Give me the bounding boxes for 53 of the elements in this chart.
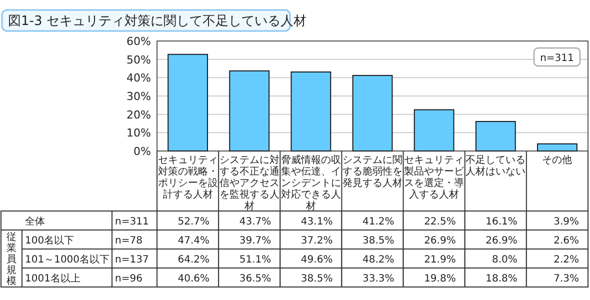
- data-label: 19.8%: [424, 274, 456, 284]
- data-label: 8.0%: [492, 254, 518, 266]
- y-tick-label: 全体: [25, 216, 45, 228]
- y2-tick-label: n=78: [115, 236, 142, 246]
- data-label: 16.1%: [486, 216, 518, 228]
- y-tick-label: 100名以下: [25, 234, 74, 246]
- y-tick-label: 50%: [126, 53, 151, 66]
- y-tick-label: 20%: [126, 108, 151, 122]
- x-tick-label: セキュリティ対策の戦略・ポリシーを設計する人材: [158, 155, 218, 200]
- data-label: 38.5%: [300, 274, 333, 284]
- y-tick-label: 40%: [126, 72, 151, 85]
- y-tick-label: 101～1000名以下: [25, 254, 110, 266]
- data-label: 48.2%: [362, 254, 394, 266]
- data-label: 38.5%: [362, 236, 394, 246]
- data-label: 43.1%: [300, 216, 333, 228]
- data-label: 49.6%: [300, 254, 333, 266]
- x-tick-label: その他: [542, 154, 572, 166]
- data-label: 37.2%: [300, 236, 333, 246]
- data-label: 41.2%: [362, 216, 394, 228]
- data-label: 7.3%: [554, 274, 579, 284]
- y2-tick-label: n=311: [115, 216, 149, 228]
- annotation: n=311: [540, 53, 574, 64]
- y-tick-label: 60%: [126, 35, 151, 48]
- y-tick-label: 1001名以上: [25, 272, 80, 284]
- data-label: 21.9%: [424, 254, 456, 266]
- data-label: 47.4%: [178, 236, 210, 246]
- data-label: 26.9%: [424, 236, 456, 246]
- y-tick-label: 30%: [126, 90, 151, 103]
- data-label: 22.5%: [424, 216, 456, 228]
- data-label: 64.2%: [178, 254, 210, 266]
- y-tick-label: 10%: [126, 126, 151, 140]
- x-tick-label: システムに関する脆弱性を発見する人材: [342, 155, 402, 189]
- chart-title: 図1-3 セキュリティ対策に関して不足している人材: [8, 13, 306, 29]
- data-label: 18.8%: [486, 274, 518, 284]
- x-tick-label: 脅威情報の収集や伝達、インシデントに対応できる人材: [280, 154, 341, 212]
- data-label: 52.7%: [178, 216, 210, 228]
- data-label: 26.9%: [486, 236, 518, 246]
- data-label: 40.6%: [178, 274, 210, 284]
- data-label: 51.1%: [239, 254, 272, 266]
- x-tick-label: 不足している人材はいない: [466, 155, 526, 178]
- data-label: 2.2%: [554, 254, 579, 266]
- x-tick-label: システムに対する不正な通信やアクセスを監視する人材: [219, 154, 280, 212]
- y-axis-title: 従業員規模: [6, 231, 16, 287]
- x-tick-label: セキュリティ製品やサービスを選定・導入する人材: [404, 155, 466, 200]
- data-label: 33.3%: [362, 274, 394, 284]
- data-label: 2.6%: [554, 236, 579, 246]
- y2-tick-label: n=96: [115, 274, 142, 284]
- data-label: 43.7%: [239, 216, 272, 228]
- data-label: 39.7%: [239, 236, 272, 246]
- data-label: 3.9%: [554, 216, 579, 228]
- y2-tick-label: n=137: [115, 254, 149, 266]
- data-label: 36.5%: [239, 274, 272, 284]
- y-tick-label: 0%: [134, 145, 151, 158]
